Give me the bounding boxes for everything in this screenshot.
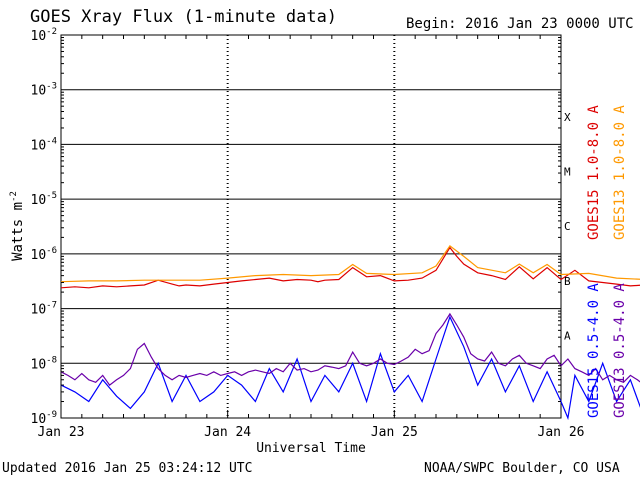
y-tick-base: 10 (31, 29, 47, 44)
y-tick-base: 10 (31, 412, 47, 427)
x-tick-label: Jan 26 (538, 425, 585, 440)
y-tick-base: 10 (31, 193, 47, 208)
flare-class-label: X (564, 111, 571, 124)
y-tick-label: 10-3 (31, 82, 58, 99)
legend-entry: GOES15 1.0-8.0 A (586, 105, 602, 240)
legend-entry: GOES13 0.5-4.0 A (612, 283, 628, 418)
y-tick-base: 10 (31, 138, 47, 153)
y-tick-base: 10 (31, 357, 47, 372)
x-tick-label: Jan 24 (204, 425, 251, 440)
y-tick-exponent: -5 (46, 191, 57, 201)
y-tick-base: 10 (31, 303, 47, 318)
y-tick-label: 10-2 (31, 27, 58, 44)
data-source: NOAA/SWPC Boulder, CO USA (424, 461, 620, 476)
chart-title: GOES Xray Flux (1-minute data) (30, 7, 338, 27)
x-tick-label: Jan 25 (371, 425, 418, 440)
y-tick-base: 10 (31, 84, 47, 99)
series-line (60, 246, 640, 289)
flare-class-label: B (564, 275, 571, 288)
begin-timestamp: Begin: 2016 Jan 23 0000 UTC (406, 16, 634, 32)
updated-timestamp: Updated 2016 Jan 25 03:24:12 UTC (2, 461, 253, 476)
flare-class-label: C (564, 220, 571, 233)
series-line (60, 312, 640, 386)
flare-class-label: A (564, 330, 571, 343)
y-tick-exponent: -9 (46, 410, 57, 420)
legend-entry: GOES13 1.0-8.0 A (612, 105, 628, 240)
legend-entry: GOES15 0.5-4.0 A (586, 283, 602, 418)
y-tick-exponent: -7 (46, 301, 57, 311)
x-axis-label: Universal Time (256, 441, 366, 456)
y-tick-exponent: -4 (46, 136, 57, 146)
y-tick-base: 10 (31, 248, 47, 263)
y-axis-label-exponent: -2 (9, 191, 19, 202)
y-tick-label: 10-8 (31, 355, 58, 372)
series-line (60, 245, 640, 283)
y-tick-exponent: -2 (46, 27, 57, 37)
series-layer (60, 245, 640, 421)
legend: GOES15 1.0-8.0 A GOES13 1.0-8.0 A GOES15 0… (586, 105, 628, 418)
plot-area (60, 34, 562, 419)
grid-lines (61, 35, 561, 418)
y-tick-label: 10-5 (31, 191, 58, 208)
y-tick-exponent: -3 (46, 82, 57, 92)
y-tick-label: 10-6 (31, 246, 58, 263)
flare-class-label: M (564, 166, 571, 179)
y-tick-label: 10-4 (31, 136, 58, 153)
y-tick-label: 10-9 (31, 410, 58, 427)
y-tick-label: 10-7 (31, 301, 58, 318)
y-tick-exponent: -8 (46, 355, 57, 365)
series-line (60, 315, 640, 421)
y-axis-label-text: Watts m (10, 202, 26, 261)
x-tick-label: Jan 23 (38, 425, 85, 440)
y-axis-label: Watts m-2 (9, 191, 26, 261)
y-tick-exponent: -6 (46, 246, 57, 256)
